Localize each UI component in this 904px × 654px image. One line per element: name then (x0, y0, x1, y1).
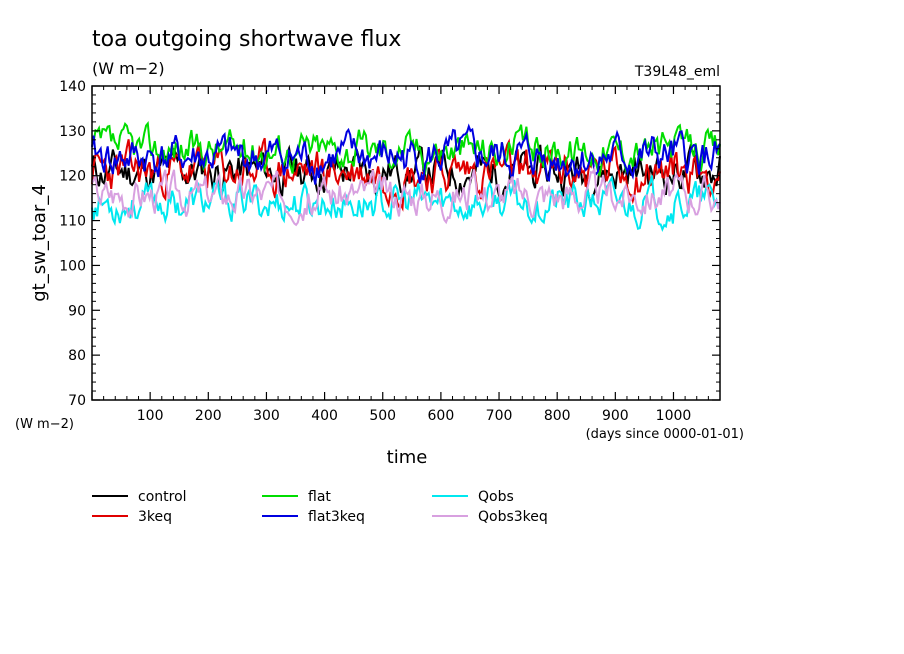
y-axis-label: gt_sw_toar_4 (29, 184, 50, 302)
x-axis-label: time (387, 447, 428, 468)
x-tick-label: 700 (486, 408, 513, 424)
x-units-note: (days since 0000-01-01) (586, 427, 744, 442)
series-lines (91, 120, 721, 233)
legend-label-3keq: 3keq (138, 509, 172, 525)
chart-title: toa outgoing shortwave flux (92, 27, 401, 52)
y-tick-label: 100 (59, 258, 86, 274)
x-tick-label: 900 (602, 408, 629, 424)
series-line-qobs (91, 174, 721, 233)
legend-label-qobs3keq: Qobs3keq (478, 509, 548, 525)
y-tick-label: 140 (59, 79, 86, 95)
series-line-flat3keq (91, 123, 721, 185)
x-tick-label: 400 (311, 408, 338, 424)
x-tick-label: 100 (137, 408, 164, 424)
y-tick-label: 110 (59, 214, 86, 230)
legend-label-control: control (138, 489, 187, 505)
plot-frame (91, 85, 721, 401)
axes: 70 80 90 100 110 120 130 140 100 200 300 400 500 600 7… (59, 79, 721, 424)
y-units-note: (W m−2) (15, 417, 74, 432)
y-tick-label: 120 (59, 169, 86, 185)
x-tick-label: 1000 (656, 408, 692, 424)
series-line-3keq (91, 137, 721, 212)
legend-label-qobs: Qobs (478, 489, 514, 505)
y-tick-label: 90 (68, 303, 86, 319)
x-tick-label: 800 (544, 408, 571, 424)
y-tick-label: 70 (68, 393, 86, 409)
x-tick-label: 200 (195, 408, 222, 424)
legend-label-flat3keq: flat3keq (308, 509, 365, 525)
units-label: (W m−2) (92, 59, 165, 78)
y-tick-label: 130 (59, 124, 86, 140)
series-line-qobs3keq (91, 165, 721, 227)
run-label: T39L48_eml (634, 64, 720, 80)
x-tick-label: 300 (253, 408, 280, 424)
x-tick-label: 600 (428, 408, 455, 424)
legend-label-flat: flat (308, 489, 331, 505)
y-tick-label: 80 (68, 348, 86, 364)
x-tick-label: 500 (369, 408, 396, 424)
legend: control 3keq flat flat3keq Qobs Qobs3keq (92, 489, 548, 525)
